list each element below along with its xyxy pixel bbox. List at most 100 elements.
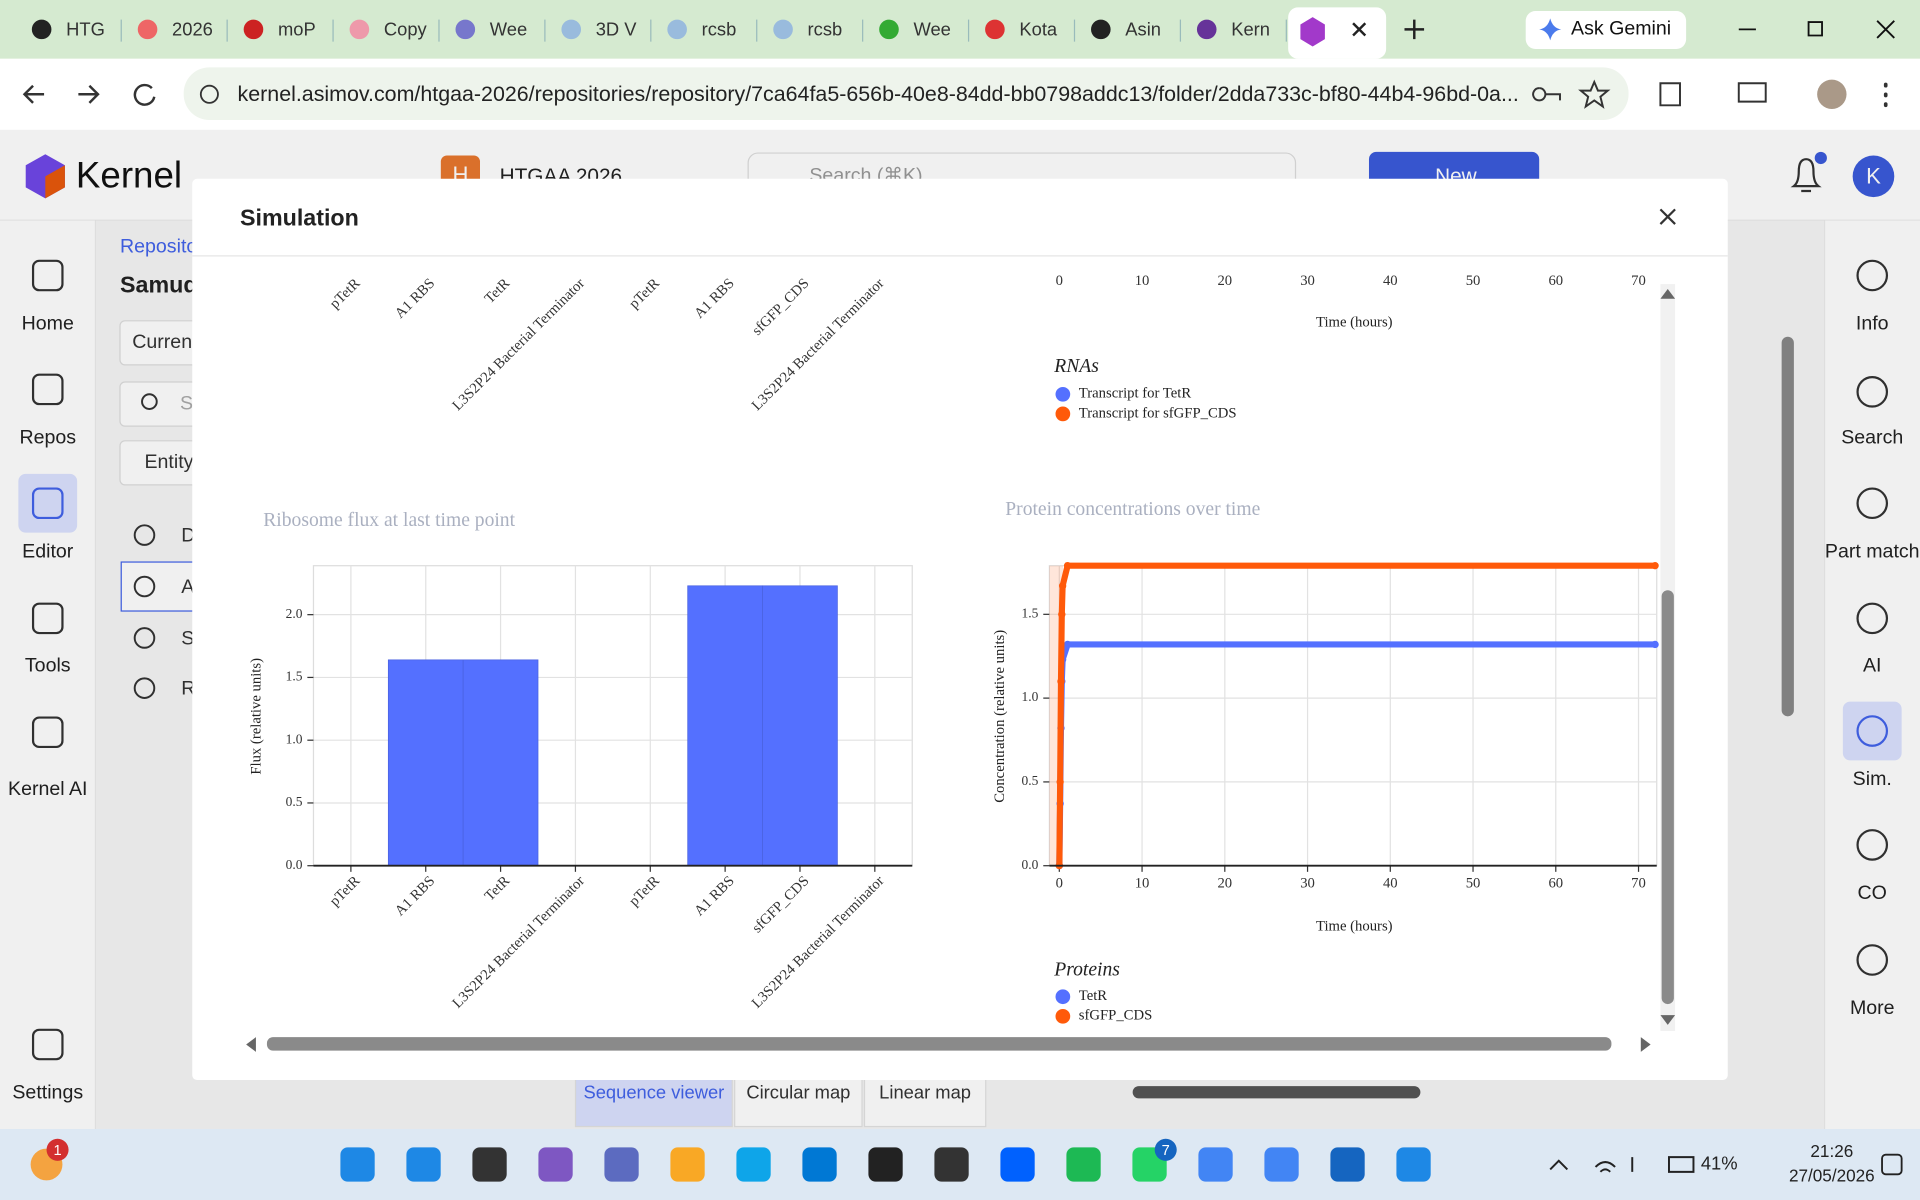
modal-close[interactable] (1659, 208, 1676, 225)
browser-tab[interactable]: Wee (455, 18, 546, 42)
tab-title[interactable]: Kota (1019, 18, 1058, 39)
tab-label[interactable]: Curren (132, 331, 192, 353)
nav-label[interactable]: Tools (25, 654, 71, 676)
tab-icon (879, 19, 899, 40)
bell-icon[interactable] (1790, 158, 1822, 193)
legend-label[interactable]: sfGFP_CDS (1079, 1008, 1152, 1024)
taskbar-app[interactable] (1330, 1147, 1365, 1182)
nav-label[interactable]: Editor (22, 540, 74, 562)
nav-icon (1856, 487, 1889, 520)
browser-tab[interactable]: rcsb (773, 18, 864, 42)
nav-icon (31, 373, 64, 406)
filter-label[interactable]: Entity (144, 451, 193, 473)
legend-label[interactable]: Transcript for sfGFP_CDS (1079, 405, 1237, 421)
gemini-label[interactable]: Ask Gemini (1571, 18, 1671, 40)
gemini-button[interactable] (1525, 11, 1687, 49)
chart-title: Ribosome flux at last time point (263, 510, 515, 531)
tab-title[interactable]: Kern (1231, 18, 1270, 39)
nav-label[interactable]: Info (1856, 313, 1889, 335)
bottom-tab-label[interactable]: Circular map (746, 1081, 850, 1102)
x-tick-label: 20 (1217, 273, 1232, 289)
legend-swatch (1055, 989, 1071, 1005)
list-icon (133, 575, 156, 598)
taskbar-app[interactable] (340, 1147, 375, 1182)
browser-tab[interactable]: 3D V (561, 18, 652, 42)
taskbar-app[interactable] (1198, 1147, 1233, 1182)
tab-icon (31, 19, 52, 40)
profile-picture (1817, 79, 1847, 109)
tab-title[interactable]: rcsb (808, 18, 843, 39)
list-item[interactable]: D (181, 524, 195, 546)
v-scroll-thumb[interactable] (1661, 590, 1674, 1005)
nav-icon (1856, 944, 1889, 976)
tab-title[interactable]: rcsb (702, 18, 737, 39)
nav-label[interactable]: Settings (12, 1082, 83, 1104)
nav-label[interactable]: More (1850, 997, 1895, 1019)
window-controls[interactable] (1738, 20, 1895, 39)
gemini-icon (1539, 18, 1562, 41)
breadcrumb[interactable]: Reposito (120, 236, 197, 258)
taskbar-app[interactable] (1066, 1147, 1101, 1182)
nav-label[interactable]: Part match (1825, 540, 1920, 562)
taskbar-app[interactable] (1264, 1147, 1299, 1182)
taskbar-app[interactable] (868, 1147, 903, 1182)
taskbar-app[interactable] (934, 1147, 969, 1182)
bottom-tab-label[interactable]: Sequence viewer (583, 1081, 724, 1102)
legend-title: Proteins (1053, 960, 1120, 981)
y-tick-label: 1.0 (286, 731, 303, 746)
browser-tab[interactable]: moP (243, 18, 334, 42)
list-item[interactable]: A (181, 576, 195, 598)
tab-title[interactable]: Wee (913, 18, 950, 39)
nav-label[interactable]: Sim. (1853, 768, 1892, 790)
nav-label[interactable]: Home (22, 313, 74, 335)
url[interactable]: kernel.asimov.com/htgaa-2026/repositorie… (238, 82, 1519, 106)
taskbar-app[interactable] (1396, 1147, 1431, 1182)
bar (462, 659, 539, 867)
browser-tab[interactable]: HTG (31, 18, 122, 42)
nav-buttons[interactable] (22, 83, 156, 106)
h-scroll-thumb[interactable] (266, 1037, 1612, 1051)
taskbar-app[interactable] (604, 1147, 639, 1182)
y-tick-label: 0.0 (286, 857, 303, 872)
tab-title[interactable]: HTG (66, 18, 105, 39)
bottom-tab-label[interactable]: Linear map (879, 1081, 971, 1102)
nav-icon (1856, 829, 1889, 861)
new-tab[interactable] (1404, 19, 1425, 40)
list-item[interactable]: S (181, 627, 194, 649)
taskbar-app[interactable] (802, 1147, 837, 1182)
browser-tab[interactable]: Wee (879, 18, 970, 42)
taskbar-app[interactable] (1000, 1147, 1035, 1182)
tab-title[interactable]: Wee (490, 18, 527, 39)
tab-icon (243, 19, 264, 40)
browser-tab[interactable]: rcsb (667, 18, 758, 42)
browser-tab[interactable]: Kota (985, 18, 1076, 42)
tab-close[interactable] (1352, 22, 1367, 37)
tab-title[interactable]: moP (278, 18, 316, 39)
tab-title[interactable]: 2026 (172, 18, 213, 39)
nav-label[interactable]: Search (1841, 427, 1903, 449)
tab-title[interactable]: Copy (384, 18, 428, 39)
avatar[interactable] (1852, 155, 1895, 198)
taskbar-app[interactable] (406, 1147, 441, 1182)
browser-tab[interactable]: 2026 (137, 18, 228, 42)
legend-label[interactable]: TetR (1079, 988, 1108, 1004)
nav-label[interactable]: Kernel AI (8, 778, 87, 800)
notification-center[interactable] (1881, 1153, 1903, 1176)
taskbar-app[interactable] (538, 1147, 573, 1182)
taskbar-app[interactable] (736, 1147, 771, 1182)
browser-tab[interactable]: Copy (349, 18, 440, 42)
taskbar-app[interactable] (472, 1147, 507, 1182)
url-field[interactable] (183, 67, 1629, 120)
nav-label[interactable]: AI (1863, 654, 1881, 676)
browser-tab[interactable]: Asin (1091, 18, 1182, 42)
browser-tab[interactable]: Kern (1196, 18, 1287, 42)
taskbar-app[interactable] (670, 1147, 705, 1182)
clock-date: 27/05/2026 (1789, 1165, 1875, 1185)
nav-icon (31, 259, 64, 292)
nav-label[interactable]: Repos (19, 427, 76, 449)
tab-title[interactable]: Asin (1125, 18, 1161, 39)
list-item[interactable]: R (181, 678, 195, 700)
legend-label[interactable]: Transcript for TetR (1079, 386, 1192, 402)
nav-label[interactable]: CO (1858, 882, 1887, 904)
tab-title[interactable]: 3D V (596, 18, 638, 39)
